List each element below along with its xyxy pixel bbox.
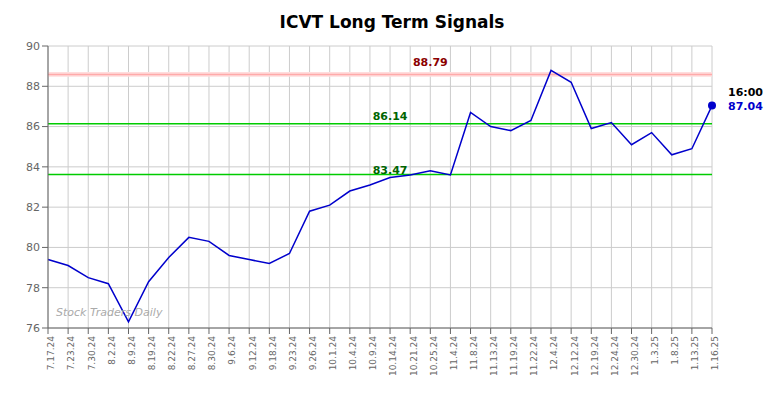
svg-text:88: 88 [26,80,40,93]
svg-text:8.27.24: 8.27.24 [187,336,197,371]
svg-text:9.23.24: 9.23.24 [288,336,298,371]
svg-text:11.4.24: 11.4.24 [449,336,459,371]
svg-text:1.3.25: 1.3.25 [650,336,660,365]
svg-text:11.13.24: 11.13.24 [489,336,499,376]
svg-text:86.14: 86.14 [373,110,408,123]
svg-text:90: 90 [26,40,40,53]
svg-text:10.1.24: 10.1.24 [328,336,338,371]
svg-text:10.9.24: 10.9.24 [368,336,378,371]
svg-text:1.13.25: 1.13.25 [690,336,700,370]
svg-text:88.79: 88.79 [413,56,448,69]
svg-text:76: 76 [26,322,40,335]
svg-text:8.19.24: 8.19.24 [147,336,157,371]
svg-text:1.8.25: 1.8.25 [670,336,680,365]
svg-text:82: 82 [26,201,40,214]
svg-text:84: 84 [26,161,40,174]
svg-text:10.4.24: 10.4.24 [348,336,358,371]
svg-text:8.30.24: 8.30.24 [207,336,217,371]
svg-text:12.19.24: 12.19.24 [590,336,600,376]
svg-text:11.22.24: 11.22.24 [529,336,539,376]
svg-text:8.22.24: 8.22.24 [167,336,177,371]
html-text:Stock Traders Daily: Stock Traders Daily [56,306,163,319]
svg-text:7.23.24: 7.23.24 [67,336,77,371]
svg-text:9.26.24: 9.26.24 [308,336,318,371]
svg-text:10.25.24: 10.25.24 [429,336,439,376]
svg-text:7.17.24: 7.17.24 [46,336,56,371]
svg-text:10.14.24: 10.14.24 [388,336,398,376]
svg-text:12.24.24: 12.24.24 [610,336,620,376]
svg-text:78: 78 [26,282,40,295]
svg-text:9.12.24: 9.12.24 [248,336,258,371]
svg-text:8.2.24: 8.2.24 [107,336,117,365]
svg-text:12.12.24: 12.12.24 [570,336,580,376]
svg-text:87.04: 87.04 [728,100,763,113]
svg-text:86: 86 [26,120,40,133]
svg-text:8.9.24: 8.9.24 [127,336,137,365]
svg-text:9.18.24: 9.18.24 [268,336,278,371]
svg-text:7.30.24: 7.30.24 [87,336,97,371]
svg-text:11.8.24: 11.8.24 [469,336,479,371]
svg-text:11.19.24: 11.19.24 [509,336,519,376]
svg-text:80: 80 [26,241,40,254]
html-text:ICVT Long Term Signals: ICVT Long Term Signals [279,12,505,32]
svg-text:16:00: 16:00 [728,86,763,99]
svg-text:1.16.25: 1.16.25 [710,336,720,370]
svg-text:9.6.24: 9.6.24 [227,336,237,365]
svg-text:83.47: 83.47 [373,164,408,177]
svg-text:12.30.24: 12.30.24 [630,336,640,376]
svg-text:12.4.24: 12.4.24 [549,336,559,371]
svg-text:10.21.24: 10.21.24 [409,336,419,376]
